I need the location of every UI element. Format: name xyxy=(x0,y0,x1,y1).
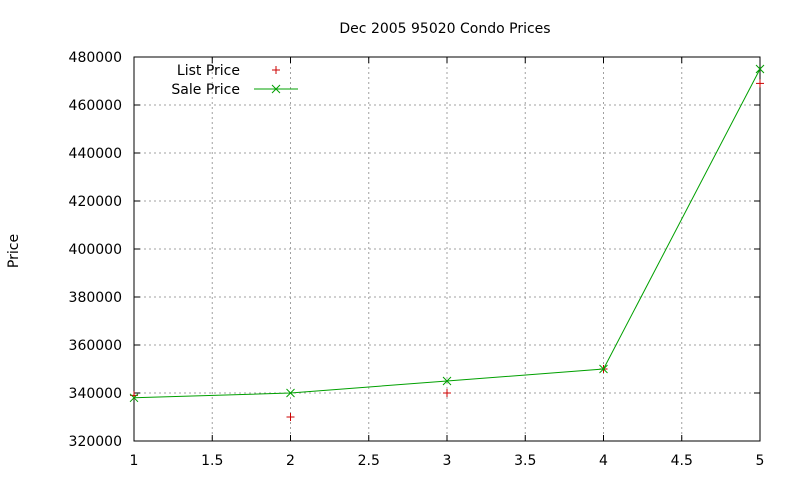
y-axis-tick-labels: 320000 340000 360000 380000 400000 420000 4400… xyxy=(69,50,122,450)
legend: List Price Sale Price xyxy=(171,63,298,98)
cross-marker-b xyxy=(755,64,765,74)
data-point xyxy=(442,376,452,386)
y-tick-label: 360000 xyxy=(69,338,122,354)
cross-marker-b xyxy=(442,376,452,386)
y-tick-label: 460000 xyxy=(69,98,122,114)
y-tick-label: 380000 xyxy=(69,290,122,306)
legend-label: List Price xyxy=(177,63,240,79)
x-tick-label: 5 xyxy=(756,453,765,469)
data-point xyxy=(286,413,295,421)
series xyxy=(129,64,765,421)
data-point xyxy=(443,389,451,397)
axis-ticks xyxy=(133,56,761,442)
grid xyxy=(134,57,760,441)
x-tick-label: 1.5 xyxy=(201,453,223,469)
x-tick-label: 2 xyxy=(286,453,295,469)
cross-marker-b xyxy=(286,388,295,398)
x-tick-label: 3.5 xyxy=(514,453,536,469)
chart-title: Dec 2005 95020 Condo Prices xyxy=(339,21,550,37)
data-point xyxy=(286,388,295,398)
y-axis-label: Price xyxy=(6,234,22,268)
data-point xyxy=(599,364,608,374)
y-tick-label: 400000 xyxy=(69,242,122,258)
data-point xyxy=(756,79,764,88)
cross-marker-b xyxy=(599,364,608,374)
series-list-price xyxy=(130,79,764,421)
series-sale-price xyxy=(129,64,765,403)
y-tick-label: 480000 xyxy=(69,50,122,66)
data-point xyxy=(755,64,765,74)
legend-marker xyxy=(271,84,281,94)
y-tick-label: 440000 xyxy=(69,146,122,162)
x-tick-label: 2.5 xyxy=(358,453,380,469)
x-tick-label: 4.5 xyxy=(671,453,693,469)
y-tick-label: 320000 xyxy=(69,434,122,450)
x-tick-label: 3 xyxy=(443,453,452,469)
y-tick-label: 420000 xyxy=(69,194,122,210)
x-axis-tick-labels: 1 1.5 2 2.5 3 3.5 4 4.5 5 xyxy=(130,453,765,469)
y-tick-label: 340000 xyxy=(69,386,122,402)
x-tick-label: 1 xyxy=(130,453,139,469)
cross-marker-b xyxy=(271,84,281,94)
legend-label: Sale Price xyxy=(171,82,240,98)
cross-marker-b xyxy=(129,393,139,403)
x-tick-label: 4 xyxy=(599,453,608,469)
legend-marker xyxy=(272,66,280,74)
data-point xyxy=(129,393,139,403)
